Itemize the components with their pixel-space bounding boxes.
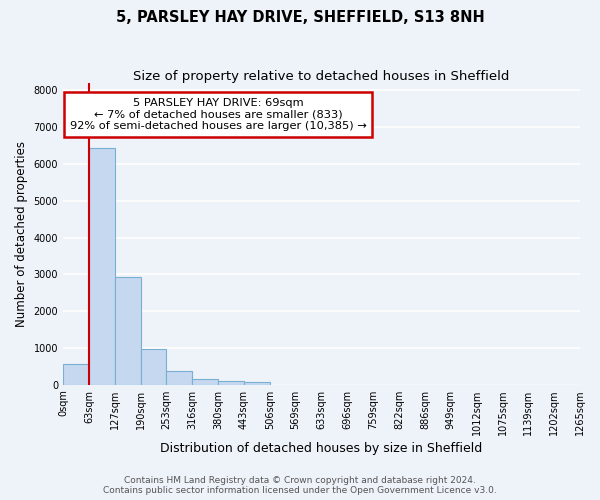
Bar [89, 148, 115, 384]
Bar [192, 378, 218, 384]
Bar [218, 381, 244, 384]
Text: Contains HM Land Registry data © Crown copyright and database right 2024.
Contai: Contains HM Land Registry data © Crown c… [103, 476, 497, 495]
X-axis label: Distribution of detached houses by size in Sheffield: Distribution of detached houses by size … [160, 442, 482, 455]
Text: 5, PARSLEY HAY DRIVE, SHEFFIELD, S13 8NH: 5, PARSLEY HAY DRIVE, SHEFFIELD, S13 8NH [116, 10, 484, 25]
Bar [166, 371, 192, 384]
Bar [244, 382, 270, 384]
Title: Size of property relative to detached houses in Sheffield: Size of property relative to detached ho… [133, 70, 510, 83]
Bar [140, 348, 166, 384]
Bar [115, 278, 140, 384]
Bar [63, 364, 89, 384]
Text: 5 PARSLEY HAY DRIVE: 69sqm
← 7% of detached houses are smaller (833)
92% of semi: 5 PARSLEY HAY DRIVE: 69sqm ← 7% of detac… [70, 98, 367, 131]
Y-axis label: Number of detached properties: Number of detached properties [15, 141, 28, 327]
